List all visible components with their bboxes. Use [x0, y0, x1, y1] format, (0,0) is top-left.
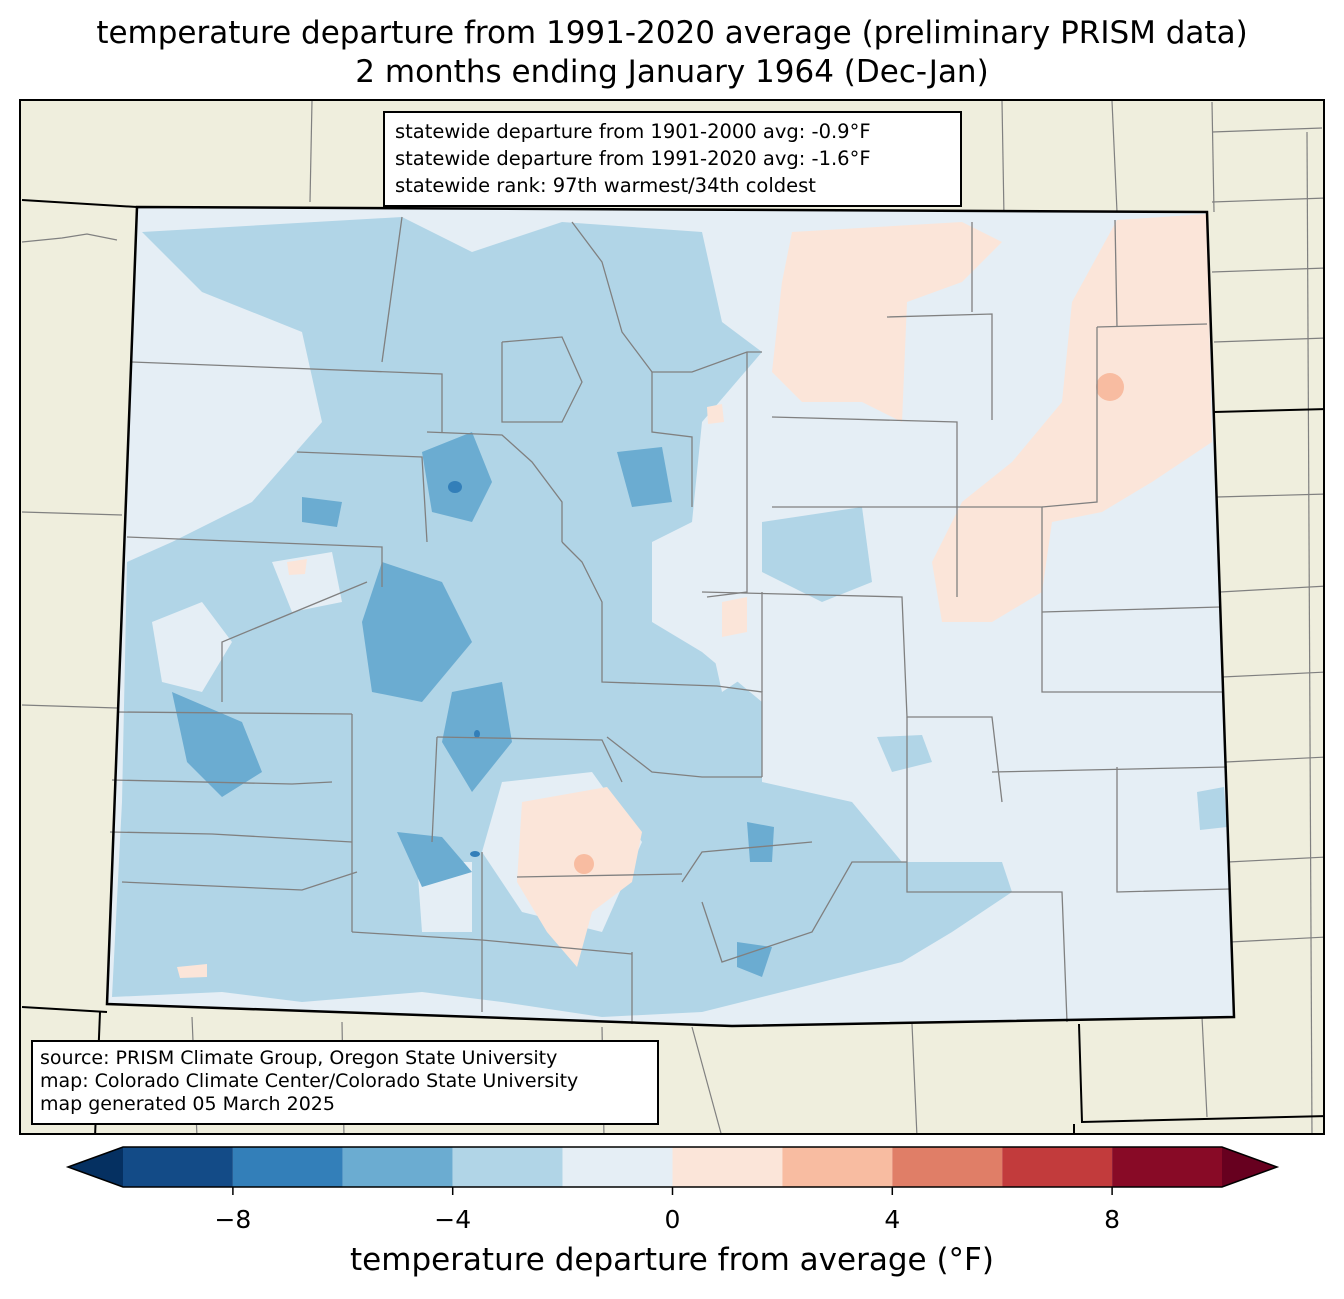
map-credit-line: map: Colorado Climate Center/Colorado St… — [40, 1070, 579, 1092]
source-line: source: PRISM Climate Group, Oregon Stat… — [40, 1047, 558, 1069]
colorado-map — [21, 101, 1323, 1133]
map-panel — [19, 99, 1325, 1135]
map-title: temperature departure from 1991-2020 ave… — [96, 15, 1248, 51]
warmer-spots — [574, 373, 1124, 874]
colorbar-bin-8 — [1002, 1147, 1113, 1187]
colorado-state-border — [105, 205, 1236, 1028]
stats-line-1901-2000: statewide departure from 1901-2000 avg: … — [395, 120, 871, 143]
map-subtitle: 2 months ending January 1964 (Dec-Jan) — [355, 54, 989, 90]
colorbar-bin-2 — [342, 1147, 453, 1187]
source-credit-box: source: PRISM Climate Group, Oregon Stat… — [31, 1040, 659, 1125]
colorbar-tick-label: 0 — [664, 1205, 681, 1234]
colorbar-tick-label: 4 — [884, 1205, 901, 1234]
colorbar-bin-5 — [672, 1147, 783, 1187]
colorbar-under-arrow — [68, 1147, 123, 1187]
very-cold-spots — [448, 481, 480, 857]
stats-line-1991-2020: statewide departure from 1991-2020 avg: … — [395, 147, 871, 170]
colorbar-bin-4 — [562, 1147, 673, 1187]
warm-anomaly-regions — [177, 214, 1212, 978]
colorbar-tick-label: −8 — [214, 1205, 252, 1234]
colorbar-tick-label: 8 — [1104, 1205, 1121, 1234]
colorbar-bin-7 — [892, 1147, 1003, 1187]
statewide-stats-box: statewide departure from 1901-2000 avg: … — [383, 111, 962, 207]
colorbar-label: temperature departure from average (°F) — [350, 1242, 994, 1278]
colorbar-bin-3 — [452, 1147, 563, 1187]
stats-line-rank: statewide rank: 97th warmest/34th coldes… — [395, 174, 816, 197]
colorbar-outline — [65, 1146, 1280, 1188]
generated-date-line: map generated 05 March 2025 — [40, 1093, 335, 1115]
colorbar-bin-9 — [1112, 1147, 1222, 1187]
colorbar-bin-6 — [782, 1147, 893, 1187]
colorbar-bin-1 — [232, 1147, 343, 1187]
colorbar-over-arrow — [1222, 1147, 1277, 1187]
cool-anomaly-regions — [112, 217, 1227, 1017]
colorbar-tick-label: −4 — [434, 1205, 472, 1234]
colorbar — [65, 1146, 1280, 1195]
colorado-county-lines — [109, 216, 1231, 1024]
colorbar-bin-0 — [123, 1147, 233, 1187]
